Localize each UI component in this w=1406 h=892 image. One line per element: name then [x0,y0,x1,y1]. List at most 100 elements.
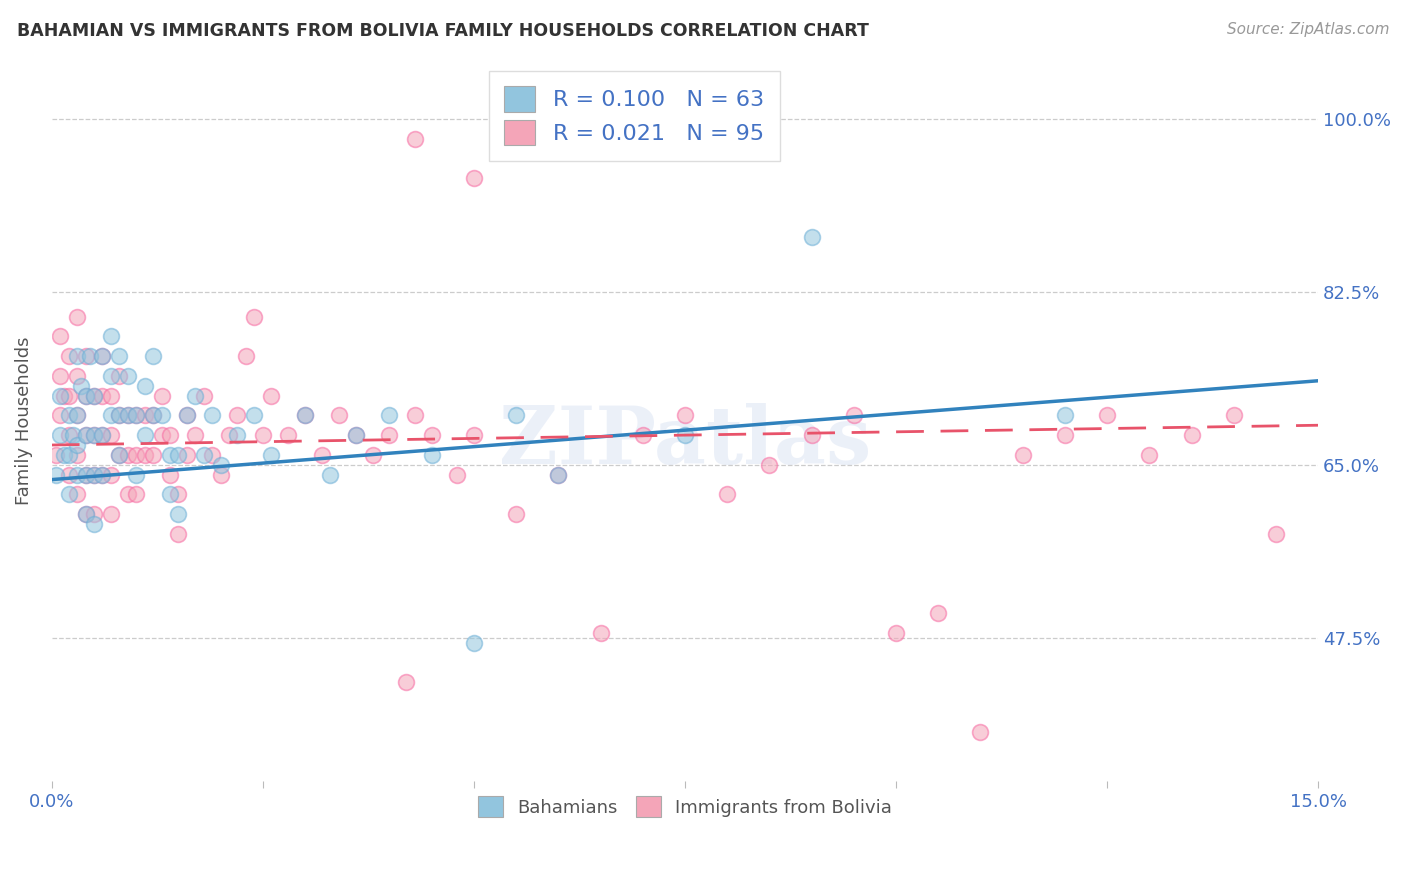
Point [58,409,80,423]
Point [117,409,139,423]
Point [91,428,114,442]
Point [193,388,215,402]
Point [184,388,207,402]
Point [463,171,485,186]
Point [100,368,122,383]
Text: Source: ZipAtlas.com: Source: ZipAtlas.com [1226,22,1389,37]
Point [884,625,907,640]
Point [83,388,105,402]
Point [49,388,72,402]
Point [49,409,72,423]
Point [243,310,266,324]
Point [209,467,232,482]
Point [100,409,122,423]
Point [75,388,97,402]
Point [49,329,72,343]
Point [420,428,443,442]
Point [463,635,485,649]
Point [79,349,101,363]
Point [252,428,274,442]
Point [75,388,97,402]
Point [75,507,97,521]
Point [159,467,181,482]
Point [150,409,173,423]
Point [125,467,148,482]
Point [91,349,114,363]
Point [319,467,342,482]
Point [673,428,696,442]
Point [404,131,426,145]
Point [83,428,105,442]
Point [117,368,139,383]
Point [1180,428,1202,442]
Point [108,349,131,363]
Point [75,428,97,442]
Point [395,675,418,690]
Point [142,409,165,423]
Point [218,428,240,442]
Point [75,467,97,482]
Point [75,467,97,482]
Point [100,329,122,343]
Point [134,378,156,392]
Point [70,378,93,392]
Point [142,349,165,363]
Point [294,409,316,423]
Point [125,409,148,423]
Point [463,428,485,442]
Point [100,507,122,521]
Point [159,448,181,462]
Point [378,409,401,423]
Point [58,349,80,363]
Y-axis label: Family Households: Family Households [15,336,32,505]
Point [100,467,122,482]
Point [150,388,173,402]
Point [167,527,190,541]
Point [66,487,89,501]
Point [209,458,232,472]
Point [446,467,468,482]
Point [100,388,122,402]
Point [547,467,569,482]
Point [361,448,384,462]
Point [167,487,190,501]
Point [201,409,224,423]
Point [75,349,97,363]
Point [58,467,80,482]
Point [328,409,350,423]
Point [134,409,156,423]
Point [505,409,527,423]
Point [1011,448,1033,462]
Point [108,448,131,462]
Point [235,349,257,363]
Point [176,448,198,462]
Point [184,428,207,442]
Point [1053,409,1076,423]
Point [226,409,249,423]
Point [66,310,89,324]
Point [142,409,165,423]
Point [193,448,215,462]
Point [716,487,738,501]
Point [91,428,114,442]
Point [243,409,266,423]
Point [83,388,105,402]
Legend: Bahamians, Immigrants from Bolivia: Bahamians, Immigrants from Bolivia [468,787,901,826]
Point [159,428,181,442]
Point [201,448,224,462]
Point [969,724,991,739]
Point [66,349,89,363]
Point [58,448,80,462]
Point [108,409,131,423]
Point [53,388,76,402]
Point [176,409,198,423]
Point [91,467,114,482]
Point [91,349,114,363]
Point [100,428,122,442]
Point [142,448,165,462]
Point [83,507,105,521]
Point [1264,527,1286,541]
Point [167,507,190,521]
Point [58,428,80,442]
Point [49,368,72,383]
